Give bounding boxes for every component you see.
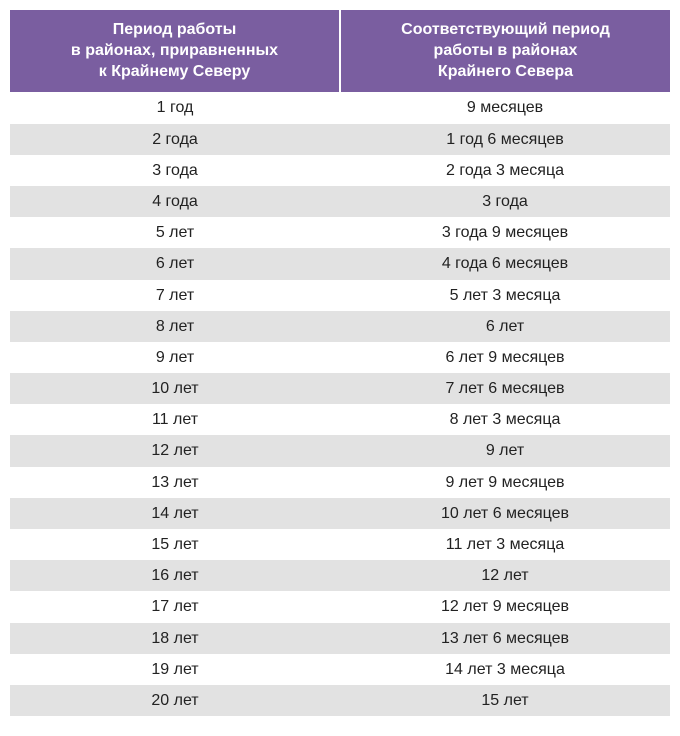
table-cell: 5 лет <box>10 217 340 248</box>
table-row: 5 лет3 года 9 месяцев <box>10 217 670 248</box>
table-cell: 13 лет 6 месяцев <box>340 623 670 654</box>
table-row: 3 года2 года 3 месяца <box>10 155 670 186</box>
table-cell: 6 лет 9 месяцев <box>340 342 670 373</box>
table-row: 14 лет10 лет 6 месяцев <box>10 498 670 529</box>
table-cell: 1 год <box>10 92 340 123</box>
table-cell: 9 лет <box>10 342 340 373</box>
table-cell: 6 лет <box>340 311 670 342</box>
table-cell: 2 года 3 месяца <box>340 155 670 186</box>
table-cell: 7 лет <box>10 280 340 311</box>
table-cell: 12 лет 9 месяцев <box>340 591 670 622</box>
table-cell: 15 лет <box>10 529 340 560</box>
table-cell: 6 лет <box>10 248 340 279</box>
table-row: 16 лет12 лет <box>10 560 670 591</box>
table-cell: 11 лет 3 месяца <box>340 529 670 560</box>
table-cell: 3 года <box>340 186 670 217</box>
table-cell: 4 года <box>10 186 340 217</box>
table-cell: 10 лет <box>10 373 340 404</box>
table-cell: 20 лет <box>10 685 340 716</box>
table-cell: 15 лет <box>340 685 670 716</box>
table-row: 10 лет7 лет 6 месяцев <box>10 373 670 404</box>
table-cell: 13 лет <box>10 467 340 498</box>
table-cell: 5 лет 3 месяца <box>340 280 670 311</box>
header-cell-1: Соответствующий периодработы в районахКр… <box>340 10 670 92</box>
table-row: 7 лет5 лет 3 месяца <box>10 280 670 311</box>
conversion-table: Период работыв районах, приравненныхк Кр… <box>10 10 670 716</box>
table-row: 18 лет13 лет 6 месяцев <box>10 623 670 654</box>
table-cell: 3 года 9 месяцев <box>340 217 670 248</box>
table-cell: 8 лет 3 месяца <box>340 404 670 435</box>
table-row: 13 лет9 лет 9 месяцев <box>10 467 670 498</box>
table-cell: 19 лет <box>10 654 340 685</box>
table-cell: 7 лет 6 месяцев <box>340 373 670 404</box>
table-cell: 8 лет <box>10 311 340 342</box>
table-row: 19 лет14 лет 3 месяца <box>10 654 670 685</box>
table-cell: 1 год 6 месяцев <box>340 124 670 155</box>
table-row: 9 лет6 лет 9 месяцев <box>10 342 670 373</box>
table-row: 12 лет9 лет <box>10 435 670 466</box>
table-row: 1 год9 месяцев <box>10 92 670 123</box>
table-cell: 14 лет 3 месяца <box>340 654 670 685</box>
header-cell-0: Период работыв районах, приравненныхк Кр… <box>10 10 340 92</box>
table-cell: 12 лет <box>340 560 670 591</box>
table-cell: 2 года <box>10 124 340 155</box>
table-row: 8 лет6 лет <box>10 311 670 342</box>
table-row: 15 лет11 лет 3 месяца <box>10 529 670 560</box>
header-row: Период работыв районах, приравненныхк Кр… <box>10 10 670 92</box>
table-cell: 9 лет <box>340 435 670 466</box>
table-row: 20 лет15 лет <box>10 685 670 716</box>
table-row: 11 лет8 лет 3 месяца <box>10 404 670 435</box>
table-row: 2 года1 год 6 месяцев <box>10 124 670 155</box>
table-cell: 17 лет <box>10 591 340 622</box>
table-cell: 11 лет <box>10 404 340 435</box>
table-row: 6 лет4 года 6 месяцев <box>10 248 670 279</box>
table-cell: 9 месяцев <box>340 92 670 123</box>
table-cell: 4 года 6 месяцев <box>340 248 670 279</box>
table-cell: 18 лет <box>10 623 340 654</box>
table-body: 1 год9 месяцев2 года1 год 6 месяцев3 год… <box>10 92 670 716</box>
table-cell: 10 лет 6 месяцев <box>340 498 670 529</box>
table-container: Период работыв районах, приравненныхк Кр… <box>0 0 680 736</box>
table-row: 4 года3 года <box>10 186 670 217</box>
table-cell: 16 лет <box>10 560 340 591</box>
table-cell: 12 лет <box>10 435 340 466</box>
table-cell: 14 лет <box>10 498 340 529</box>
table-cell: 9 лет 9 месяцев <box>340 467 670 498</box>
table-cell: 3 года <box>10 155 340 186</box>
table-row: 17 лет12 лет 9 месяцев <box>10 591 670 622</box>
